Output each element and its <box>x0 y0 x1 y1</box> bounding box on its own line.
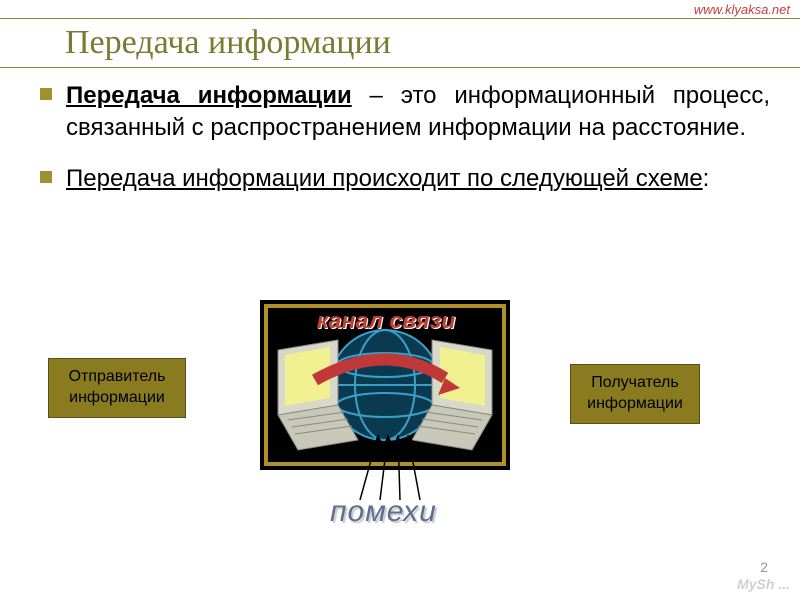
watermark-brand: MySh ... <box>737 576 790 592</box>
title-bar: Передача информации <box>0 18 800 68</box>
noise-label: помехи <box>330 495 437 529</box>
definition-term: Передача информации <box>66 82 352 109</box>
scheme-intro: Передача информации происходит по следую… <box>66 165 703 192</box>
noise-arrows <box>340 430 440 500</box>
bullet-icon <box>40 88 52 100</box>
bullet-item: Передача информации – это информационный… <box>40 80 770 145</box>
bullet-text-2: Передача информации происходит по следую… <box>66 163 770 195</box>
channel-label: канал связи <box>317 308 456 334</box>
slide-title: Передача информации <box>65 24 391 62</box>
page-number: 2 <box>760 559 768 575</box>
receiver-box: Получатель информации <box>570 364 700 424</box>
watermark-url: www.klyaksa.net <box>694 2 790 17</box>
content-area: Передача информации – это информационный… <box>40 80 770 213</box>
bullet-item: Передача информации происходит по следую… <box>40 163 770 195</box>
bullet-icon <box>40 171 52 183</box>
sender-box: Отправитель информации <box>48 358 186 418</box>
diagram: Отправитель информации <box>0 300 800 550</box>
scheme-tail: : <box>703 165 710 192</box>
bullet-text-1: Передача информации – это информационный… <box>66 80 770 145</box>
